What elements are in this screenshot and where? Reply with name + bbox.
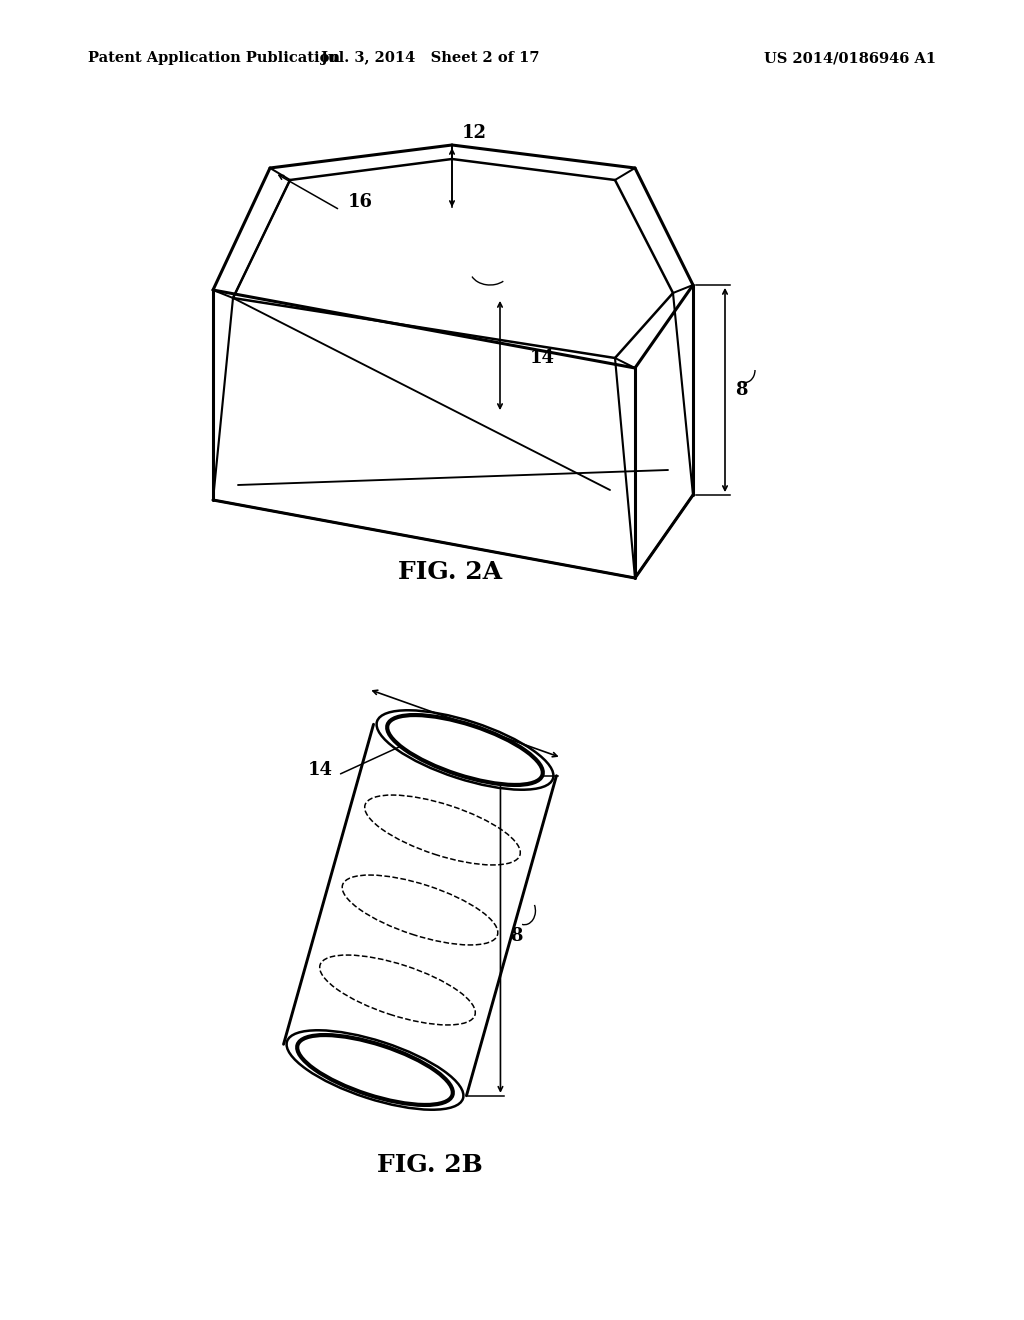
Text: 16: 16 [348,193,373,211]
Text: 8: 8 [510,927,523,945]
Text: FIG. 2A: FIG. 2A [398,560,502,583]
Text: Patent Application Publication: Patent Application Publication [88,51,340,65]
Text: US 2014/0186946 A1: US 2014/0186946 A1 [764,51,936,65]
Text: 12: 12 [462,124,487,143]
Text: 14: 14 [530,348,555,367]
Ellipse shape [387,715,543,785]
Text: FIG. 2B: FIG. 2B [377,1152,483,1177]
Text: Jul. 3, 2014   Sheet 2 of 17: Jul. 3, 2014 Sheet 2 of 17 [321,51,540,65]
Ellipse shape [297,1035,453,1105]
Text: 8: 8 [735,381,748,399]
Text: 14: 14 [308,762,333,779]
